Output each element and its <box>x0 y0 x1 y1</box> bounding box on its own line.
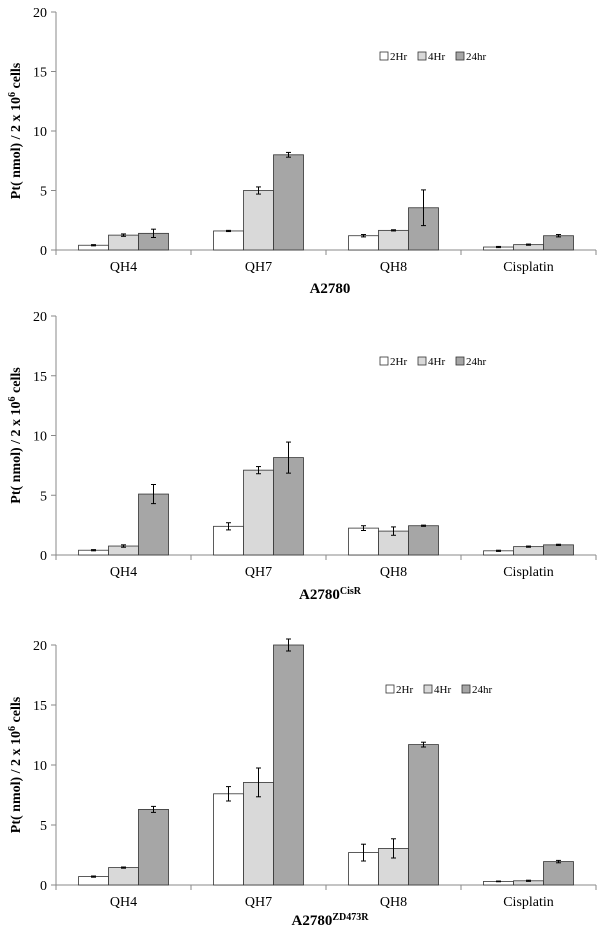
bar-24hr-qh4 <box>138 809 169 886</box>
chart-title: A2780 <box>310 281 351 297</box>
y-tick-label: 15 <box>33 370 47 385</box>
y-tick-label: 20 <box>33 310 47 325</box>
legend-label: 24hr <box>472 684 493 696</box>
bar-4hr-cisplatin <box>513 546 544 556</box>
bar-24hr-qh8 <box>408 525 439 556</box>
chart-panel-2: 0 5 10 15 20 QH4 QH7 QH8 Cisplatin Pt( nmol) / 2 … <box>7 310 597 603</box>
legend-label: 2Hr <box>396 684 413 696</box>
x-tick-label: QH7 <box>245 895 272 910</box>
x-tick-label: Cisplatin <box>503 895 554 910</box>
legend-label: 2Hr <box>390 356 407 368</box>
legend-swatch-2hr <box>379 356 389 366</box>
x-tick-label: Cisplatin <box>503 260 554 275</box>
y-tick-label: 0 <box>40 549 47 564</box>
bar-2hr-qh7 <box>213 525 244 556</box>
y-tick-label: 0 <box>40 244 47 259</box>
bar-24hr-qh7 <box>273 154 304 251</box>
y-tick-label: 20 <box>33 6 47 21</box>
y-tick-label: 10 <box>33 430 47 445</box>
bar-2hr-qh7 <box>213 230 244 251</box>
chart-panel-1: 0 5 10 15 20 QH4 QH7 QH8 Cisplatin Pt( nmol) / 2 … <box>7 6 597 297</box>
chart-title: A2780ZD473R <box>292 912 370 930</box>
legend-swatch-2hr <box>385 684 395 694</box>
chart-panel-3: 0 5 10 15 20 QH4 QH7 QH8 Cisplatin Pt( nmol) / 2 … <box>7 638 597 930</box>
legend-label: 4Hr <box>428 356 445 368</box>
legend-swatch-24hr <box>455 356 465 366</box>
bar-2hr-qh8 <box>348 527 379 556</box>
y-tick-label: 5 <box>40 489 47 504</box>
bar-4hr-qh4 <box>108 867 139 886</box>
y-tick-label: 0 <box>40 879 47 894</box>
x-tick-label: QH7 <box>245 565 272 580</box>
y-tick-label: 20 <box>33 639 47 654</box>
y-tick-label: 15 <box>33 699 47 714</box>
bar-4hr-qh8 <box>378 229 409 251</box>
legend-swatch-4hr <box>417 51 427 61</box>
legend-label: 2Hr <box>390 51 407 63</box>
x-tick-label: QH8 <box>380 565 407 580</box>
bar-2hr-qh7 <box>213 793 244 886</box>
bar-4hr-qh7 <box>243 190 274 251</box>
bar-24hr-cisplatin <box>543 861 574 886</box>
legend: 2Hr 4Hr 24hr <box>379 356 487 368</box>
y-axis-label: Pt( nmol) / 2 x 106 cells <box>7 367 25 504</box>
legend-label: 24hr <box>466 51 487 63</box>
legend-label: 4Hr <box>428 51 445 63</box>
bar-24hr-cisplatin <box>543 235 574 251</box>
x-tick-label: Cisplatin <box>503 565 554 580</box>
bar-24hr-cisplatin <box>543 544 574 556</box>
legend-label: 4Hr <box>434 684 451 696</box>
bar-4hr-qh7 <box>243 469 274 556</box>
y-tick-label: 10 <box>33 125 47 140</box>
x-tick-label: QH4 <box>110 895 137 910</box>
legend: 2Hr 4Hr 24hr <box>385 684 493 696</box>
legend-swatch-2hr <box>379 51 389 61</box>
legend: 2Hr 4Hr 24hr <box>379 51 487 63</box>
chart-title: A2780CisR <box>299 586 362 604</box>
bar-4hr-qh4 <box>108 234 139 251</box>
bar-24hr-qh4 <box>138 493 169 556</box>
x-tick-label: QH7 <box>245 260 272 275</box>
bar-2hr-qh8 <box>348 235 379 251</box>
y-axis-label: Pt( nmol) / 2 x 106 cells <box>7 696 25 833</box>
x-tick-label: QH4 <box>110 565 137 580</box>
x-tick-label: QH8 <box>380 895 407 910</box>
bar-4hr-qh7 <box>243 782 274 886</box>
bar-24hr-qh7 <box>273 457 304 556</box>
y-tick-label: 10 <box>33 759 47 774</box>
x-tick-label: QH4 <box>110 260 137 275</box>
y-tick-label: 5 <box>40 819 47 834</box>
y-axis-label: Pt( nmol) / 2 x 106 cells <box>7 62 25 199</box>
legend-swatch-4hr <box>423 684 433 694</box>
x-tick-label: QH8 <box>380 260 407 275</box>
legend-swatch-4hr <box>417 356 427 366</box>
legend-label: 24hr <box>466 356 487 368</box>
legend-swatch-24hr <box>455 51 465 61</box>
y-tick-label: 15 <box>33 66 47 81</box>
legend-swatch-24hr <box>461 684 471 694</box>
bar-4hr-qh8 <box>378 848 409 886</box>
y-tick-label: 5 <box>40 185 47 200</box>
bar-2hr-qh4 <box>78 876 109 886</box>
bar-24hr-qh8 <box>408 744 439 886</box>
bar-24hr-qh7 <box>273 644 304 886</box>
